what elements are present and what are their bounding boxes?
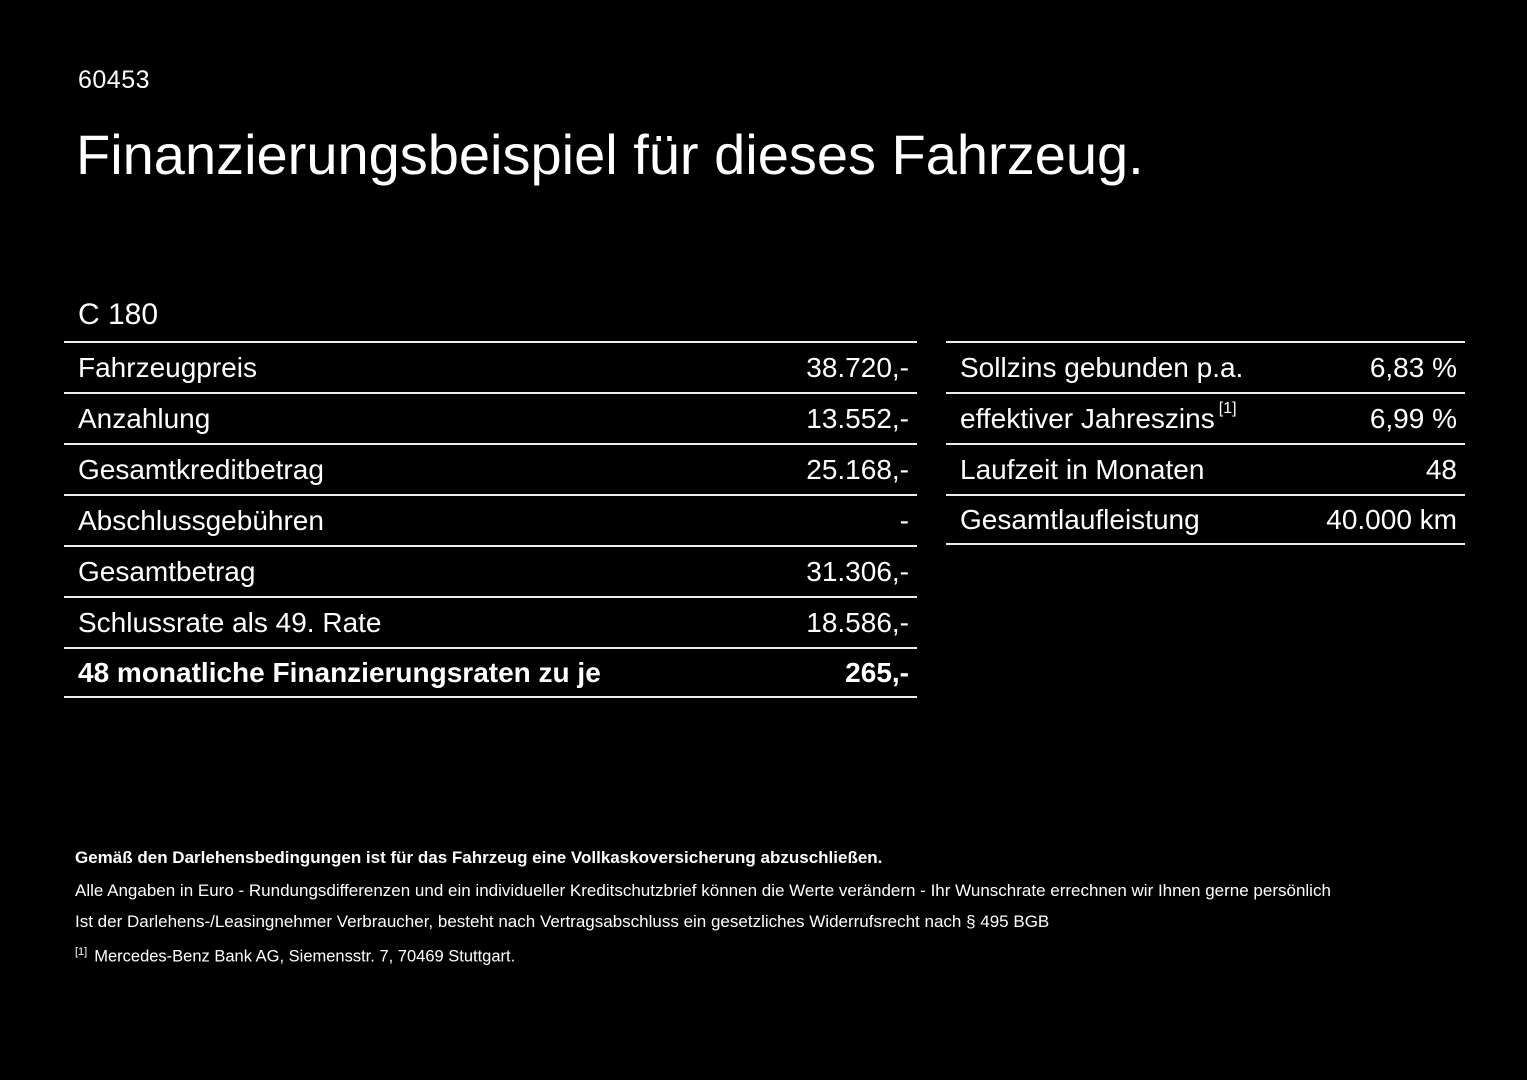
footnote-marker: [1]: [75, 946, 88, 958]
table-row: Schlussrate als 49. Rate 18.586,-: [64, 596, 917, 647]
table-row: Fahrzeugpreis 38.720,-: [64, 341, 917, 392]
row-value: 18.586,-: [806, 606, 909, 638]
table-row: Abschlussgebühren -: [64, 494, 917, 545]
table-row: Sollzins gebunden p.a. 6,83 %: [946, 341, 1465, 392]
vehicle-model: C 180: [78, 298, 159, 331]
page-title: Finanzierungsbeispiel für dieses Fahrzeu…: [76, 123, 1144, 186]
row-label: Gesamtbetrag: [78, 555, 256, 587]
financing-table-left: Fahrzeugpreis 38.720,- Anzahlung 13.552,…: [64, 341, 917, 698]
row-value: 6,99 %: [1369, 402, 1457, 434]
row-label: Sollzins gebunden p.a.: [960, 351, 1244, 383]
document-id: 60453: [78, 66, 151, 94]
financing-table-right: Sollzins gebunden p.a. 6,83 % effektiver…: [946, 341, 1465, 545]
row-value: 40.000 km: [1326, 503, 1457, 535]
row-label: Gesamtlaufleistung: [960, 503, 1200, 535]
legal-footer: Gemäß den Darlehensbedingungen ist für d…: [75, 848, 1465, 967]
table-row: Anzahlung 13.552,-: [64, 392, 917, 443]
table-row-monthly-rate: 48 monatliche Finanzierungsraten zu je 2…: [64, 647, 917, 698]
disclaimer-note-2: Ist der Darlehens-/Leasingnehmer Verbrau…: [75, 912, 1050, 931]
row-label: Schlussrate als 49. Rate: [78, 606, 382, 638]
row-value: 48: [1425, 453, 1457, 485]
row-label: 48 monatliche Finanzierungsraten zu je: [78, 656, 601, 688]
footnote-bank: [1] Mercedes-Benz Bank AG, Siemensstr. 7,…: [75, 946, 1465, 967]
row-label: Anzahlung: [78, 402, 211, 434]
footnote-reference: [1]: [1218, 400, 1237, 418]
insurance-note: Gemäß den Darlehensbedingungen ist für d…: [75, 848, 883, 867]
row-label: Abschlussgebühren: [78, 504, 324, 536]
footnote-text: Mercedes-Benz Bank AG, Siemensstr. 7, 70…: [94, 947, 516, 966]
table-row: Gesamtlaufleistung 40.000 km: [946, 494, 1465, 545]
row-value: -: [899, 504, 909, 536]
row-label: effektiver Jahreszins [1]: [960, 400, 1237, 434]
row-label: Gesamtkreditbetrag: [78, 453, 324, 485]
table-row: Laufzeit in Monaten 48: [946, 443, 1465, 494]
table-row: Gesamtbetrag 31.306,-: [64, 545, 917, 596]
row-label: Laufzeit in Monaten: [960, 453, 1205, 485]
row-value: 25.168,-: [806, 453, 909, 485]
row-value: 13.552,-: [806, 402, 909, 434]
row-value: 38.720,-: [806, 351, 909, 383]
row-value: 265,-: [845, 656, 909, 688]
row-value: 6,83 %: [1369, 351, 1457, 383]
table-row: Gesamtkreditbetrag 25.168,-: [64, 443, 917, 494]
table-row: effektiver Jahreszins [1] 6,99 %: [946, 392, 1465, 443]
row-value: 31.306,-: [806, 555, 909, 587]
row-label: Fahrzeugpreis: [78, 351, 257, 383]
disclaimer-note-1: Alle Angaben in Euro - Rundungsdifferenz…: [75, 881, 1331, 900]
